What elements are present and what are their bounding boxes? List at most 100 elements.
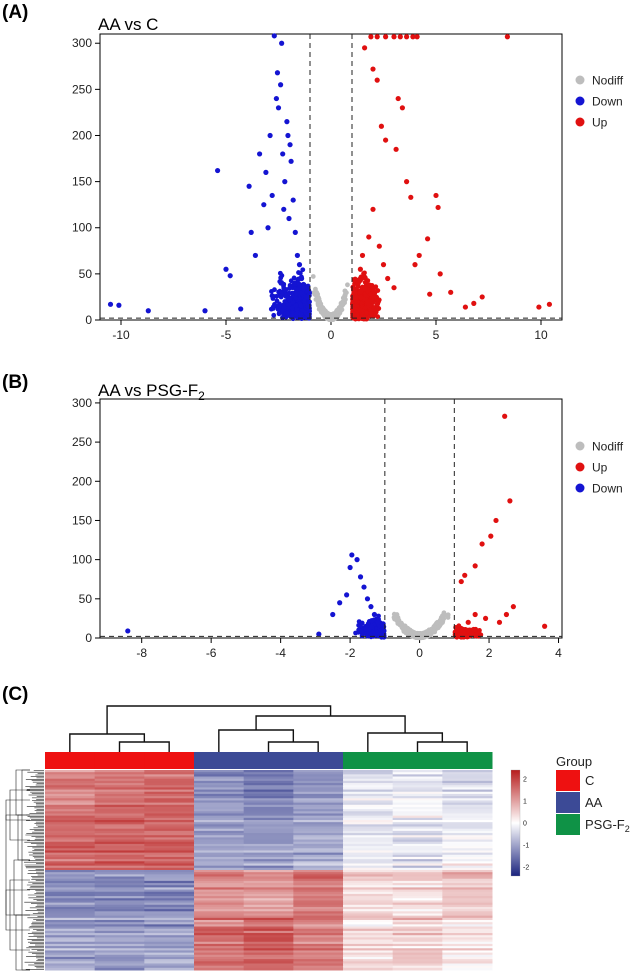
heatmap-cell — [45, 774, 96, 778]
heatmap-cell — [94, 859, 145, 862]
up-point — [371, 305, 377, 311]
up-point — [350, 311, 355, 317]
heatmap-cell — [45, 804, 96, 808]
up-point — [391, 285, 397, 291]
heatmap-cell — [144, 811, 195, 814]
heatmap-cell — [392, 815, 443, 819]
heatmap-cell — [293, 815, 344, 819]
heatmap-cell — [243, 872, 294, 875]
heatmap-cell — [144, 902, 195, 906]
heatmap-cell — [392, 891, 443, 895]
heatmap-cell — [45, 828, 96, 832]
heatmap-cell — [442, 783, 493, 786]
heatmap-cell — [243, 893, 294, 897]
heatmap-cell — [194, 787, 245, 791]
heatmap-cell — [392, 889, 443, 893]
heatmap-cell — [45, 817, 96, 821]
heatmap-cell — [94, 872, 145, 875]
heatmap-cell — [144, 843, 195, 847]
heatmap-cell — [45, 930, 96, 934]
heatmap-cell — [293, 791, 344, 795]
up-point — [366, 282, 372, 288]
heatmap-cell — [94, 935, 145, 938]
heatmap-cell — [94, 961, 145, 964]
heatmap-cell — [243, 924, 294, 928]
down-point — [275, 105, 282, 111]
up-point — [542, 623, 548, 629]
heatmap-cell — [243, 900, 294, 904]
heatmap-cell — [293, 856, 344, 860]
nodiff-point — [340, 295, 346, 301]
heatmap-cell — [144, 900, 195, 904]
heatmap-cell — [45, 954, 96, 958]
heatmap-cell — [94, 820, 145, 823]
heatmap-cell — [392, 793, 443, 797]
heatmap-cell — [94, 900, 145, 904]
heatmap-cell — [45, 776, 96, 780]
up-point — [462, 304, 468, 310]
heatmap-cell — [194, 828, 245, 832]
group-annotation-cell — [45, 752, 96, 769]
down-point — [296, 281, 302, 286]
heatmap-cell — [94, 941, 145, 945]
heatmap-cell — [194, 806, 245, 810]
heatmap-cell — [45, 865, 96, 869]
heatmap-cell — [194, 920, 245, 923]
heatmap-cell — [243, 867, 294, 871]
heatmap-cell — [45, 885, 96, 888]
heatmap-cell — [144, 859, 195, 862]
heatmap-cell — [343, 933, 394, 936]
heatmap-cell — [243, 854, 294, 858]
heatmap-cell — [94, 850, 145, 854]
down-point — [252, 252, 258, 259]
heatmap-cell — [194, 800, 245, 804]
y-tick-label: 0 — [85, 631, 92, 645]
heatmap-cell — [194, 872, 245, 875]
heatmap-cell — [392, 820, 443, 823]
heatmap-cell — [392, 880, 443, 884]
heatmap-cell — [194, 911, 245, 914]
heatmap-cell — [343, 915, 394, 919]
heatmap-cell — [442, 833, 493, 836]
up-point — [462, 572, 468, 578]
heatmap-cell — [293, 774, 344, 778]
heatmap-cell — [392, 959, 443, 962]
heatmap-cell — [293, 928, 344, 932]
heatmap-cell — [343, 850, 394, 854]
row-dendrogram-branch — [15, 914, 30, 971]
heatmap-cell — [442, 952, 493, 956]
heatmap-cell — [343, 946, 394, 949]
down-point — [284, 310, 290, 316]
heatmap-cell — [392, 928, 443, 932]
heatmap-cell — [45, 933, 96, 936]
heatmap-cell — [45, 924, 96, 928]
group-legend-label: C — [585, 773, 594, 788]
heatmap-cell — [392, 787, 443, 791]
heatmap-cell — [442, 920, 493, 923]
heatmap-cell — [45, 904, 96, 908]
legend-label: Nodiff — [592, 440, 624, 454]
up-point — [461, 630, 467, 636]
heatmap-cell — [144, 930, 195, 934]
heatmap-cell — [144, 817, 195, 821]
heatmap-cell — [94, 950, 145, 954]
heatmap-cell — [194, 865, 245, 869]
heatmap-cell — [194, 950, 245, 954]
up-point — [507, 498, 513, 504]
heatmap-cell — [442, 824, 493, 828]
heatmap-cell — [243, 828, 294, 832]
legend-marker — [575, 117, 585, 127]
down-point — [269, 192, 275, 199]
heatmap-cell — [243, 959, 294, 962]
up-point — [458, 578, 464, 585]
heatmap-cell — [293, 922, 344, 925]
heatmap-cell — [392, 939, 443, 943]
heatmap-cell — [442, 917, 493, 921]
heatmap-cell — [94, 800, 145, 804]
legend-label: Nodiff — [592, 74, 624, 88]
heatmap-cell — [293, 950, 344, 954]
down-point — [288, 158, 294, 164]
heatmap-cell — [392, 956, 443, 960]
heatmap-cell — [144, 800, 195, 804]
heatmap-cell — [243, 883, 294, 886]
